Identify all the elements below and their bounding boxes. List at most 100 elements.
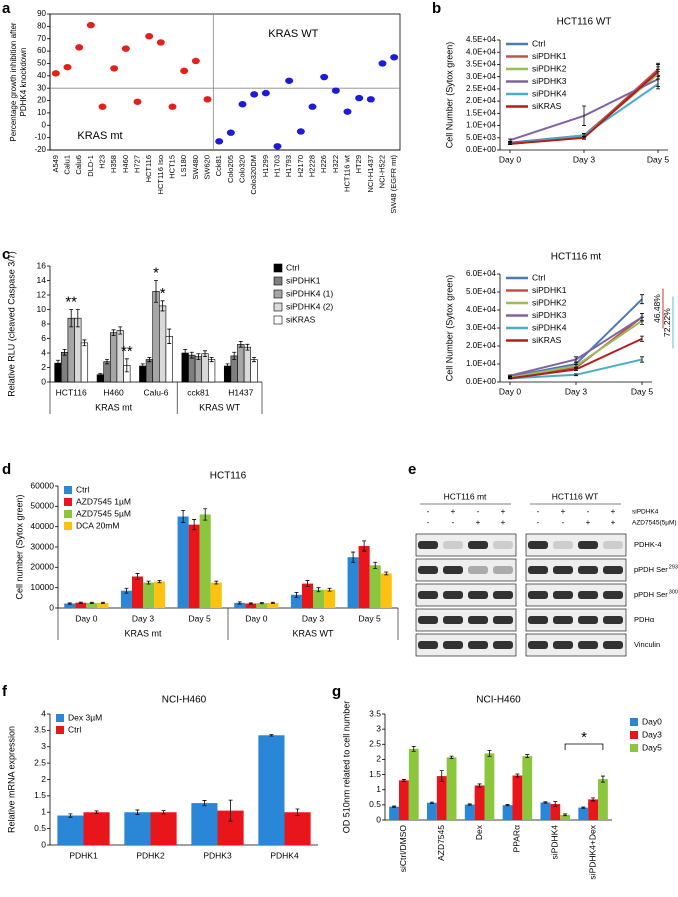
y-tick-label: 3.5 (369, 708, 381, 718)
error-bar (160, 300, 165, 312)
y-tick-label: 10 (37, 304, 47, 314)
x-tick-label: SW620 (202, 155, 211, 180)
bar (64, 603, 76, 608)
bar (103, 361, 111, 383)
blot-band (493, 641, 513, 649)
x-tick-label: NCI-H1437 (366, 155, 375, 193)
error-bar (294, 591, 299, 598)
annotation: * (160, 285, 166, 302)
error-bar (591, 797, 596, 802)
y-axis-label: Percentage growth inhibition after (9, 22, 18, 142)
blot-band (468, 591, 488, 599)
bar (436, 776, 447, 820)
blot-band (418, 591, 438, 599)
condition-sign: + (611, 518, 616, 527)
annotation: 72.22% (662, 308, 672, 337)
dot (203, 96, 212, 103)
bar (446, 757, 457, 820)
blot-band (553, 591, 573, 599)
y-tick-label: 2.5E+04 (466, 84, 497, 93)
bar (109, 332, 118, 383)
panel-letter: e (408, 461, 416, 478)
legend-label: siKRAS (286, 314, 316, 324)
y-tick-label: 4.0E+04 (466, 305, 497, 314)
legend-label: siPDHK3 (532, 76, 567, 86)
error-bar (140, 363, 145, 369)
bar (159, 305, 167, 383)
band-label-superscript: 300 (669, 589, 678, 595)
annotation: ** (65, 293, 77, 310)
x-tick-label: H322 (331, 155, 340, 173)
x-tick-label: Day 5 (359, 613, 381, 623)
error-bar (574, 363, 578, 368)
x-tick-label: H1437 (228, 387, 253, 397)
x-tick-label: Day 0 (499, 154, 521, 164)
x-tick-label: siPDHK4+Dex (587, 824, 597, 879)
legend-label: siPDHK4 (532, 322, 567, 332)
y-tick-label: 14 (37, 275, 47, 285)
x-tick-label: Day 3 (132, 613, 154, 623)
dot (366, 96, 375, 103)
legend-label: siPDHK1 (286, 275, 321, 285)
condition-sign: - (452, 518, 455, 527)
error-bar (449, 755, 454, 759)
dot (110, 65, 119, 72)
dot (121, 45, 130, 52)
bar (201, 353, 209, 383)
error-bar (581, 806, 586, 809)
y-tick-label: 16 (37, 260, 47, 270)
blot-band (553, 566, 573, 574)
blot-band (468, 541, 488, 549)
bar (301, 583, 313, 608)
condition-sign: - (537, 507, 540, 516)
group-label: KRAS mt (95, 402, 133, 412)
x-tick-label: SW48 (EGFR mt) (389, 155, 398, 214)
y-tick-label: 1.0E+04 (466, 121, 497, 130)
x-tick-label: H460 (121, 155, 130, 173)
blot-band (603, 616, 623, 624)
blot-band (418, 641, 438, 649)
bar (194, 356, 203, 383)
y-axis-label: Cell Number (Sytox green) (444, 42, 454, 149)
condition-sign: - (537, 518, 540, 527)
y-tick-label: 10 (37, 108, 46, 117)
condition-sign: + (586, 518, 591, 527)
dot (133, 98, 142, 105)
blot-band (578, 591, 598, 599)
chart-title: NCI-H460 (162, 695, 207, 706)
legend-label: siPDHK4 (532, 88, 567, 98)
bar (560, 814, 571, 820)
chart-title: HCT116 mt (551, 252, 602, 263)
y-tick-label: 1.5 (34, 790, 46, 800)
x-tick-label: PDHK3 (203, 850, 232, 860)
error-bar (582, 105, 586, 126)
y-tick-label: 70 (37, 34, 46, 43)
legend-swatch (64, 498, 72, 506)
x-tick-label: Day 0 (75, 613, 97, 623)
bar (324, 589, 336, 608)
blot-band (528, 616, 548, 624)
y-tick-label: -10 (34, 133, 46, 142)
error-bar (525, 754, 530, 759)
y-tick-label: 5.0E+03 (466, 133, 497, 142)
condition-sign: + (501, 507, 506, 516)
dot (273, 143, 282, 150)
x-tick-label: LS180 (179, 155, 188, 177)
blot-band (468, 616, 488, 624)
bar (550, 803, 561, 820)
y-tick-label: 3.0E+04 (466, 72, 497, 81)
bar (256, 603, 268, 608)
dot (86, 21, 95, 29)
error-bar (75, 309, 80, 328)
x-tick-label: AZD7545 (436, 825, 446, 861)
x-tick-label: Day 5 (189, 613, 211, 623)
condition-sign: - (477, 507, 480, 516)
bar (208, 359, 216, 383)
error-bar (640, 294, 644, 305)
x-tick-label: PDHK4 (270, 850, 299, 860)
significance-bracket (564, 743, 604, 750)
x-tick-label: NCI-H522 (377, 155, 386, 188)
bar (243, 346, 252, 383)
y-tick-label: 6.0E+04 (466, 269, 497, 278)
panel-letter: g (332, 683, 341, 700)
